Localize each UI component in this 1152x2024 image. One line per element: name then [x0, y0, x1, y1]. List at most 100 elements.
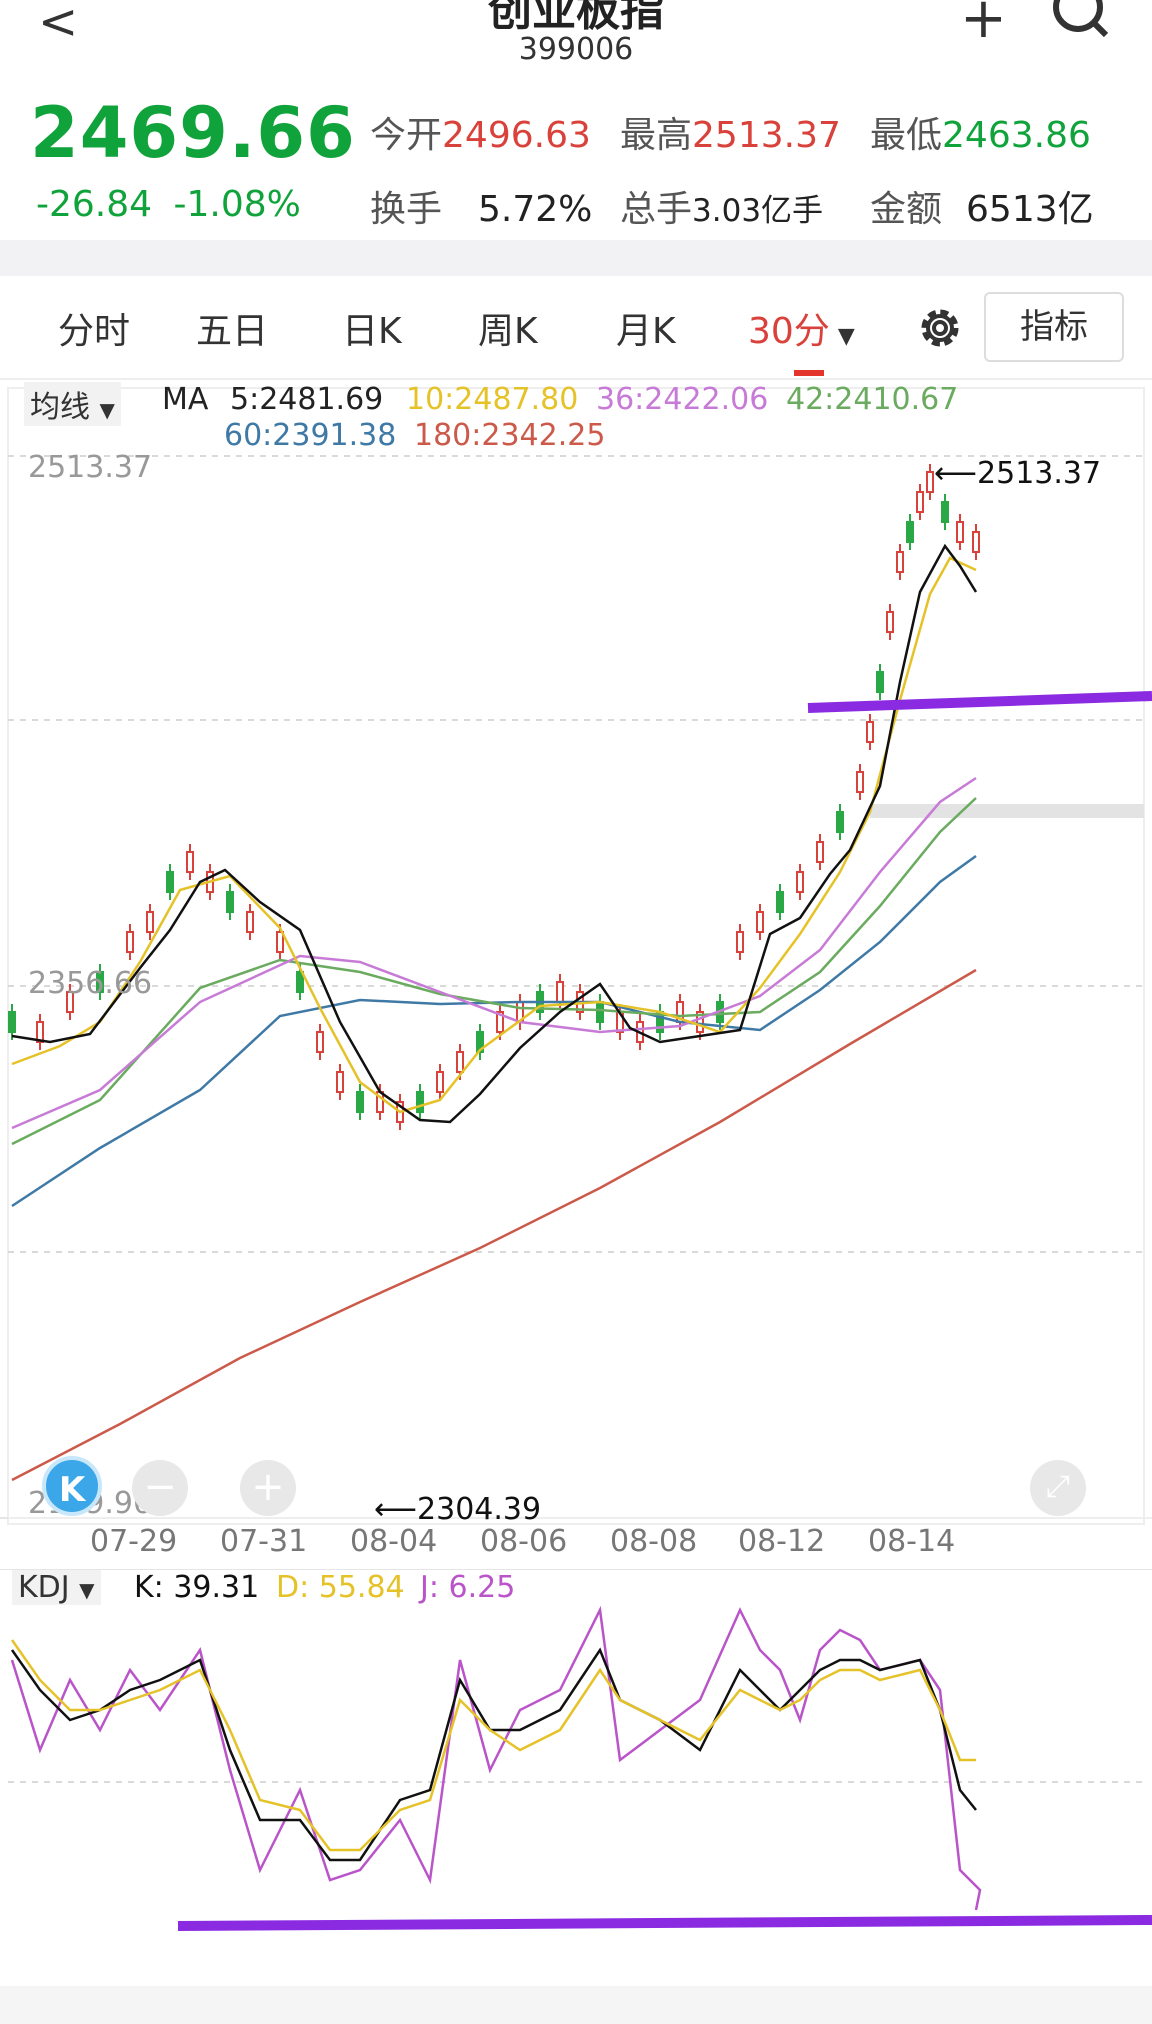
open-stat: 今开2496.63	[370, 106, 591, 158]
high-label: 最高	[620, 115, 693, 156]
candle-body	[8, 1011, 16, 1033]
ma60-legend: 60:2391.38	[224, 418, 397, 453]
ma42-legend: 42:2410.67	[786, 382, 959, 417]
current-price: 2469.66	[30, 92, 356, 174]
kdj-d-line	[10, 1639, 976, 1852]
caret-down-icon: ▼	[99, 398, 115, 422]
kdj-k-value: K: 39.31	[134, 1570, 260, 1605]
ma42-line	[11, 797, 977, 1146]
low-label: 最低	[870, 115, 943, 156]
x-label-0812: 08-12	[738, 1524, 826, 1559]
min-price-value: 2304.39	[417, 1492, 542, 1527]
zoom-out-icon[interactable]: −	[132, 1460, 188, 1516]
ma-legend-dropdown[interactable]: 均线 ▼	[24, 382, 121, 426]
tab-weekly-k[interactable]: 周K	[478, 311, 538, 352]
search-icon[interactable]	[1050, 0, 1110, 59]
ma36-line	[11, 776, 977, 1130]
candle-body	[736, 931, 744, 953]
candle-body	[866, 721, 874, 743]
candle-body	[756, 911, 764, 933]
arrow-left-icon: ⟵	[934, 456, 978, 491]
candle-body	[36, 1021, 44, 1043]
candle-body	[696, 1011, 704, 1033]
indicator-button[interactable]: 指标	[984, 292, 1124, 362]
plus-icon[interactable]: +	[960, 0, 1007, 51]
tab-30min[interactable]: 30分 ▼	[748, 302, 855, 354]
candle-body	[596, 1001, 604, 1023]
max-price-value: 2513.37	[977, 456, 1102, 491]
candle-body	[96, 971, 104, 993]
kline-chart[interactable]: 均线 ▼ MA 5:2481.69 10:2487.80 36:2422.06 …	[0, 382, 1152, 1570]
period-tabs: 分时 五日 日K 周K 月K 30分 ▼ 指标	[0, 276, 1152, 380]
candle-body	[896, 551, 904, 573]
x-label-0729: 07-29	[90, 1524, 178, 1559]
caret-down-icon: ▼	[837, 324, 855, 349]
candle-body	[836, 811, 844, 833]
kdj-panel[interactable]: KDJ ▼ K: 39.31 D: 55.84 J: 6.25	[0, 1570, 1152, 1980]
volume-stat: 总手3.03亿手	[620, 180, 823, 232]
candle-body	[796, 871, 804, 893]
amount-value: 6513亿	[966, 189, 1094, 230]
candle-body	[416, 1091, 424, 1113]
tab-30min-label: 30分	[748, 311, 830, 352]
open-value: 2496.63	[442, 115, 591, 156]
tab-daily-k[interactable]: 日K	[342, 311, 402, 352]
candle-body	[226, 891, 234, 913]
fullscreen-icon[interactable]: ⤢	[1030, 1460, 1086, 1516]
candle-body	[906, 521, 914, 543]
candle-body	[556, 981, 564, 1003]
candle-body	[296, 971, 304, 993]
candle-body	[436, 1071, 444, 1093]
x-label-0808: 08-08	[610, 1524, 698, 1559]
candle-body	[186, 851, 194, 873]
low-stat: 最低2463.86	[870, 106, 1091, 158]
price-change: -26.84 -1.08%	[36, 184, 301, 225]
candle-body	[941, 501, 949, 523]
tab-five-day[interactable]: 五日	[196, 311, 269, 352]
kdj-j-value: J: 6.25	[420, 1570, 516, 1605]
candle-body	[816, 841, 824, 863]
amount-label: 金额	[870, 189, 943, 230]
gear-icon[interactable]	[912, 300, 968, 360]
kdj-canvas	[8, 1605, 1152, 1931]
ma36-legend: 36:2422.06	[596, 382, 769, 417]
tab-intraday[interactable]: 分时	[58, 311, 131, 352]
turnover-value: 5.72%	[478, 189, 593, 230]
amount-stat: 金额 6513亿	[870, 180, 1094, 232]
volume-label: 总手	[620, 189, 693, 230]
x-label-0814: 08-14	[868, 1524, 956, 1559]
stock-code: 399006	[518, 32, 634, 67]
candle-body	[126, 931, 134, 953]
max-price-marker: ⟵2513.37	[934, 456, 1101, 491]
kdj-support-line	[177, 1915, 1152, 1931]
candle-body	[956, 521, 964, 543]
kdj-k-line	[10, 1647, 977, 1862]
candle-body	[856, 771, 864, 793]
kdj-dropdown-label: KDJ	[18, 1570, 70, 1605]
min-price-marker: ⟵2304.39	[374, 1492, 541, 1527]
arrow-left-icon: ⟵	[374, 1492, 418, 1527]
ma10-legend: 10:2487.80	[406, 382, 579, 417]
candlesticks	[8, 464, 980, 1130]
x-label-0806: 08-06	[480, 1524, 568, 1559]
chart-canvas	[0, 387, 1152, 1570]
high-value: 2513.37	[692, 115, 841, 156]
ma-label: MA	[162, 382, 209, 417]
chevron-left-icon[interactable]: <	[38, 0, 79, 50]
ma10-line	[11, 556, 977, 1114]
candle-body	[146, 911, 154, 933]
candle-body	[166, 871, 174, 893]
active-tab-indicator	[794, 370, 824, 376]
zoom-in-icon[interactable]: +	[240, 1460, 296, 1516]
k-logo-icon[interactable]: K	[42, 1456, 102, 1516]
kdj-dropdown[interactable]: KDJ ▼	[12, 1570, 101, 1605]
kdj-d-value: D: 55.84	[276, 1570, 405, 1605]
turnover-label: 换手	[370, 189, 443, 230]
kdj-j-line	[10, 1605, 982, 1911]
candle-body	[496, 1011, 504, 1033]
y-axis-top-label: 2513.37	[28, 450, 153, 485]
candle-body	[316, 1031, 324, 1053]
ma180-legend: 180:2342.25	[414, 418, 606, 453]
tab-monthly-k[interactable]: 月K	[616, 311, 676, 352]
open-label: 今开	[370, 115, 443, 156]
